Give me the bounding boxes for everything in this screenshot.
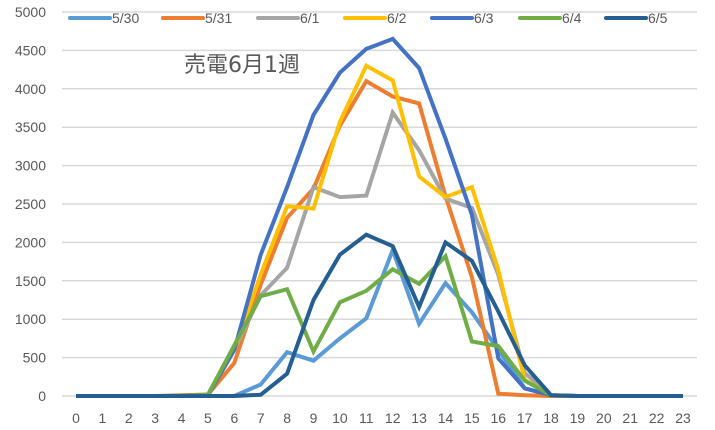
legend-label: 5/31 <box>205 10 232 26</box>
series-line-6-4 <box>76 252 683 398</box>
series-line-6-2 <box>76 63 683 398</box>
x-axis-labels: 0 1 2 3 4 5 6 7 8 9 10 11 12 13 14 15 16 17 18 19 20 21 22 23 <box>72 410 691 426</box>
x-tick-label: 16 <box>490 410 506 426</box>
y-tick-label: 5000 <box>15 4 46 20</box>
x-tick-label: 9 <box>310 410 318 426</box>
y-tick-label: 4500 <box>15 42 46 58</box>
y-tick-label: 0 <box>38 388 46 404</box>
series-line-6-3 <box>76 36 683 398</box>
x-tick-label: 10 <box>332 410 348 426</box>
legend-label: 5/30 <box>112 10 139 26</box>
x-tick-label: 1 <box>98 410 106 426</box>
legend-label: 6/1 <box>300 10 320 26</box>
y-tick-label: 3500 <box>15 119 46 135</box>
y-tick-label: 2500 <box>15 196 46 212</box>
legend-item: 6/3 <box>430 10 494 26</box>
legend-item: 6/5 <box>604 10 668 26</box>
y-tick-label: 2000 <box>15 234 46 250</box>
x-tick-label: 14 <box>438 410 454 426</box>
x-tick-label: 11 <box>359 410 374 426</box>
x-tick-label: 22 <box>649 410 665 426</box>
series-line-6-5 <box>76 232 683 398</box>
x-tick-label: 13 <box>411 410 427 426</box>
legend-item: 5/30 <box>68 10 139 26</box>
x-tick-label: 8 <box>283 410 291 426</box>
x-tick-label: 4 <box>178 410 186 426</box>
y-axis-labels: 0 500 1000 1500 2000 2500 3000 3500 4000 4500 5000 <box>15 4 46 404</box>
gridlines <box>62 11 697 397</box>
legend-item: 6/2 <box>343 10 407 26</box>
legend-item: 6/1 <box>256 10 320 26</box>
x-tick-label: 7 <box>257 410 265 426</box>
legend: 5/30 5/31 6/1 6/2 6/3 6/4 6/5 <box>68 10 668 26</box>
x-tick-label: 0 <box>72 410 80 426</box>
y-tick-label: 500 <box>23 350 47 366</box>
x-tick-label: 15 <box>464 410 480 426</box>
legend-label: 6/4 <box>562 10 582 26</box>
x-tick-label: 23 <box>675 410 691 426</box>
y-tick-label: 1000 <box>15 311 46 327</box>
series-line-5-30 <box>76 244 683 398</box>
x-tick-label: 6 <box>230 410 238 426</box>
plot-area <box>76 36 683 398</box>
x-tick-label: 2 <box>125 410 133 426</box>
legend-item: 5/31 <box>161 10 232 26</box>
y-tick-label: 3000 <box>15 158 46 174</box>
series-line-6-1 <box>76 108 683 398</box>
legend-item: 6/4 <box>518 10 582 26</box>
x-tick-label: 12 <box>385 410 401 426</box>
x-tick-label: 19 <box>570 410 586 426</box>
legend-label: 6/3 <box>474 10 494 26</box>
y-tick-label: 1500 <box>15 273 46 289</box>
x-tick-label: 18 <box>543 410 559 426</box>
legend-label: 6/2 <box>387 10 407 26</box>
x-tick-label: 21 <box>622 410 638 426</box>
y-tick-label: 4000 <box>15 81 46 97</box>
legend-label: 6/5 <box>648 10 668 26</box>
x-tick-label: 5 <box>204 410 212 426</box>
x-tick-label: 17 <box>517 410 533 426</box>
chart-title: 売電6月1週 <box>184 53 300 78</box>
x-tick-label: 3 <box>151 410 159 426</box>
x-tick-label: 20 <box>596 410 612 426</box>
